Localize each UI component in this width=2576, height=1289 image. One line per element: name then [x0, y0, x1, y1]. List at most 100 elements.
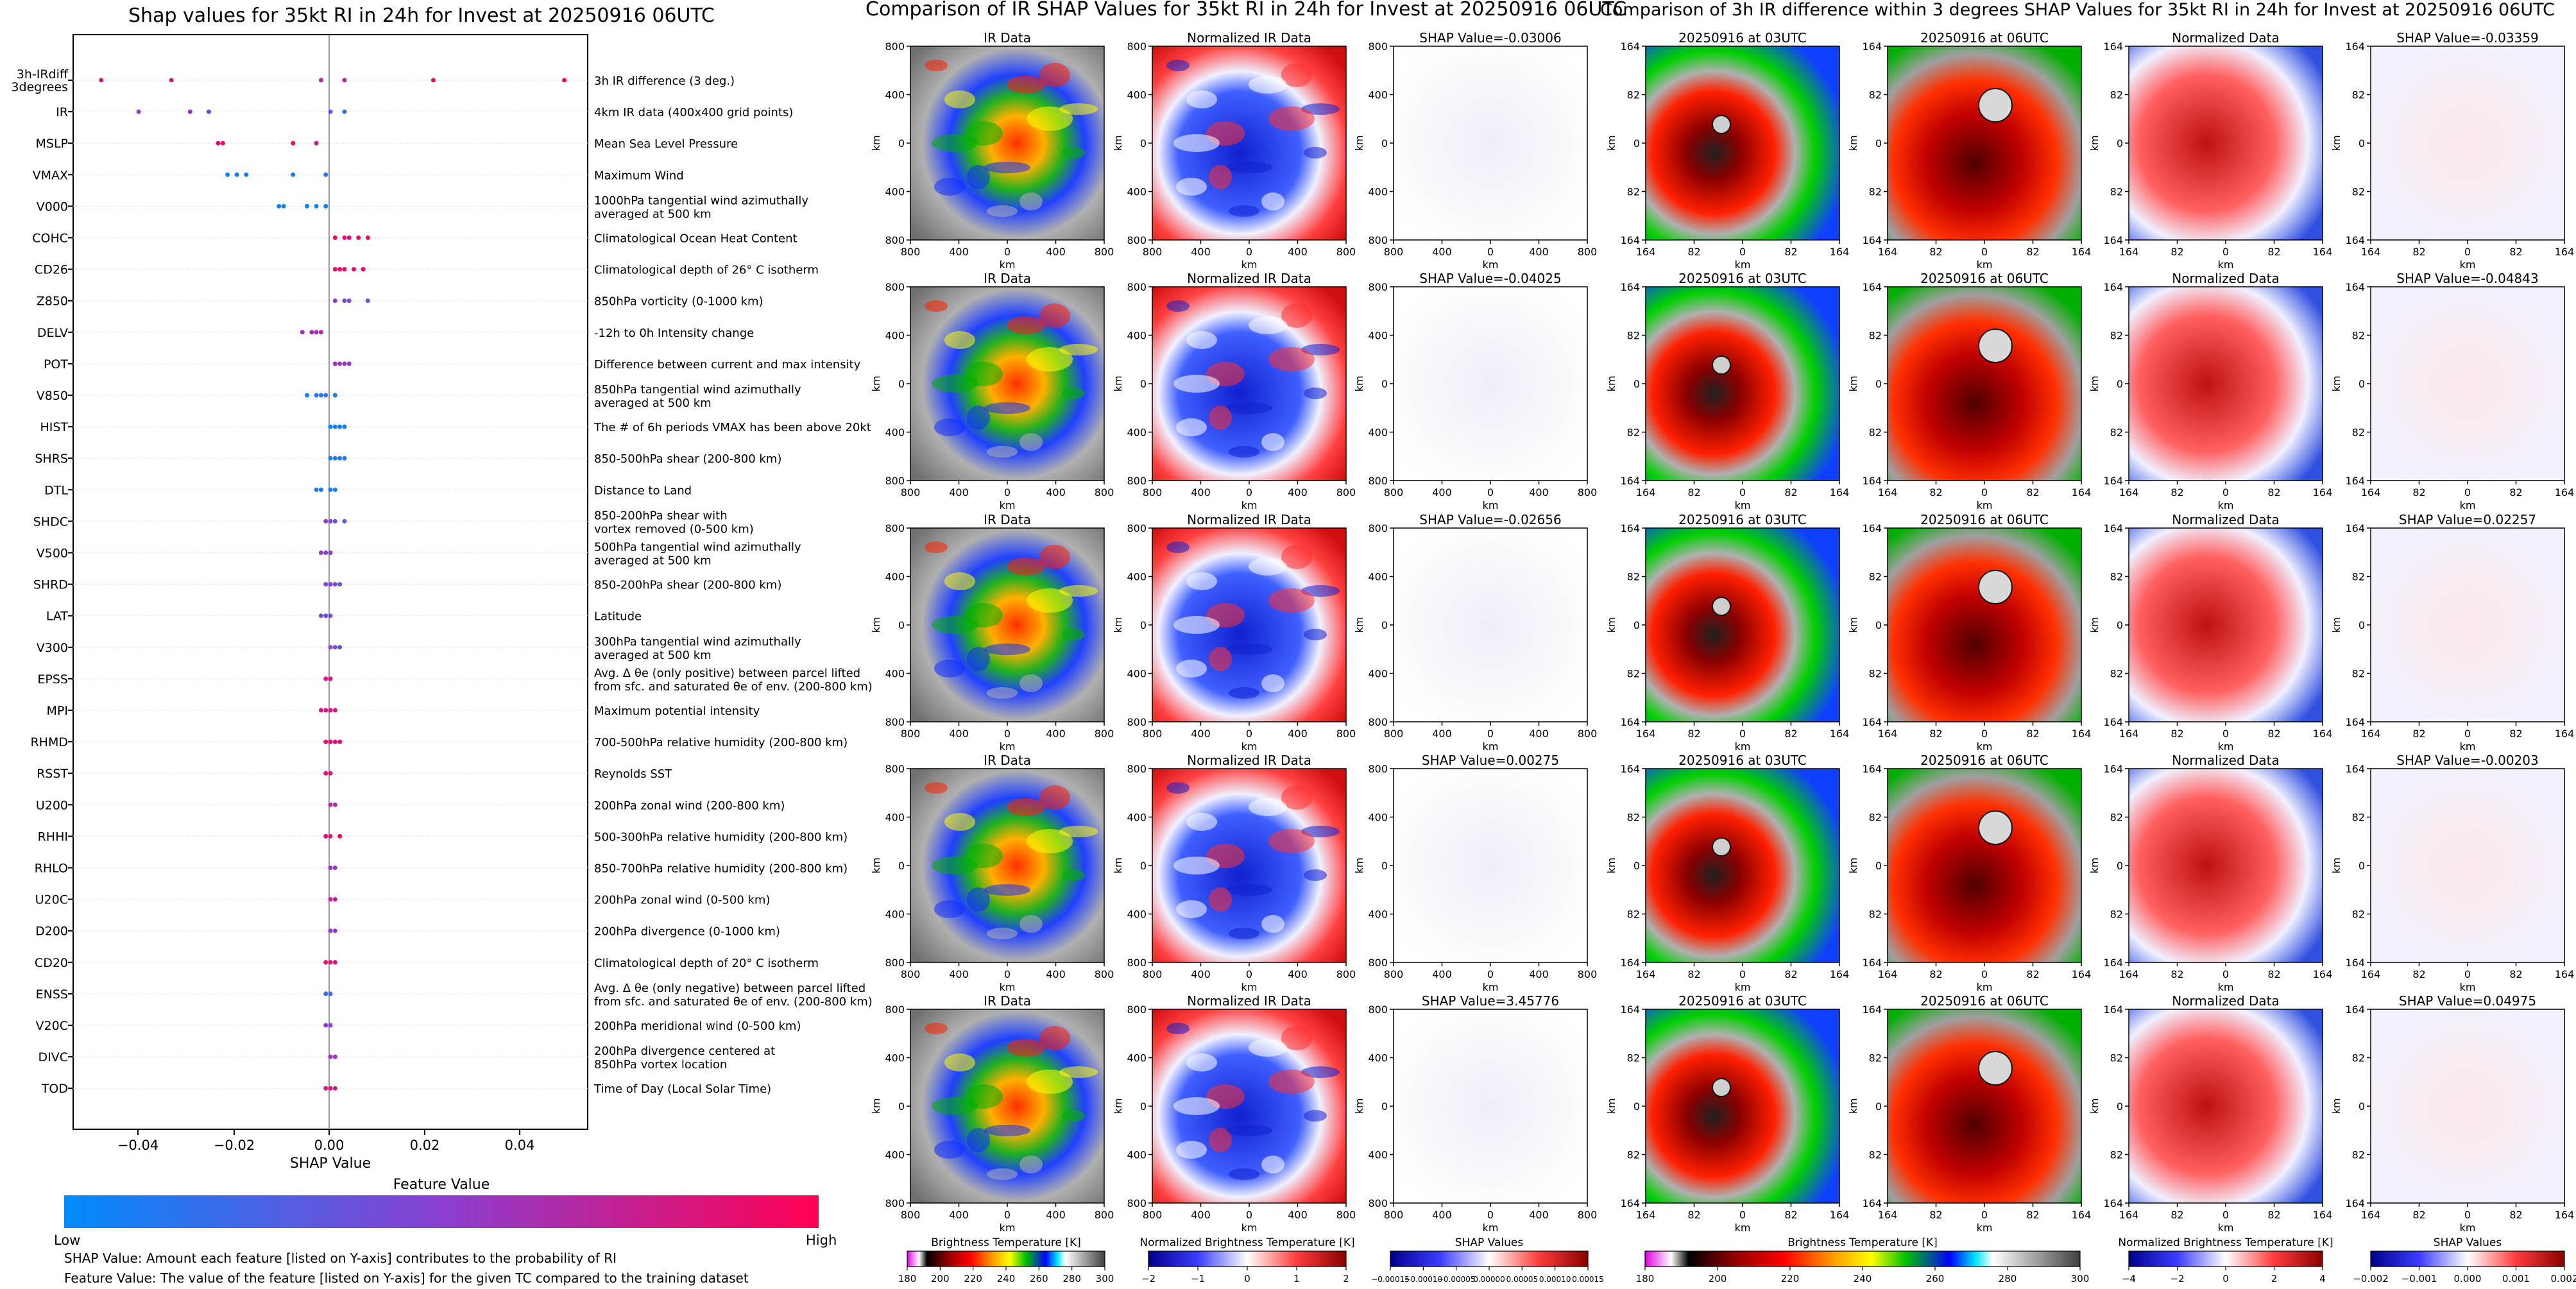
- x-tick-label: 400: [1432, 728, 1452, 740]
- feature-code-label: V300: [37, 641, 68, 655]
- dnorm-image: [2128, 286, 2323, 481]
- x-tick-label: 0: [1981, 1209, 1988, 1221]
- panel-title: IR Data: [984, 993, 1031, 1009]
- x-tick: 0.04: [505, 1129, 534, 1153]
- x-tick-label: 400: [1432, 1209, 1452, 1221]
- note-feature-value: Feature Value: The value of the feature …: [64, 1270, 749, 1286]
- shap-image: [1393, 768, 1588, 963]
- x-tick-label: 0.02: [410, 1138, 440, 1153]
- shap-point: [342, 518, 347, 524]
- x-tick-label: 400: [1432, 246, 1452, 258]
- y-tick-label: 82: [2110, 89, 2123, 101]
- colorbar-tick-label: 220: [964, 1273, 982, 1285]
- y-axis-label: km: [2330, 858, 2342, 874]
- cloud-texture: [1007, 558, 1045, 576]
- colorbar-label: Normalized Brightness Temperature [K]: [2118, 1236, 2333, 1249]
- y-tick-label: 800: [1127, 957, 1147, 969]
- cloud-texture: [925, 60, 948, 71]
- cloud-texture: [1229, 205, 1259, 217]
- y-axis-label: km: [1847, 1098, 1859, 1114]
- x-tick-label: 0: [1739, 246, 1746, 258]
- y-axis-label: km: [1353, 617, 1365, 633]
- feature-code-label: TOD: [41, 1082, 68, 1096]
- panel-title: SHAP Value=-0.02656: [1419, 512, 1561, 527]
- x-tick-label: 400: [1432, 486, 1452, 499]
- x-tick-label: 164: [2555, 728, 2575, 740]
- y-tick-label: 800: [1127, 281, 1147, 293]
- x-tick-label: 164: [1830, 728, 1850, 740]
- shap-point: [328, 771, 333, 776]
- x-tick-label: 82: [1929, 728, 1942, 740]
- panel-title: Normalized Data: [2172, 993, 2280, 1009]
- cloud-texture: [934, 1141, 965, 1159]
- feature-description: Reynolds SST: [594, 767, 672, 781]
- cloud-texture: [987, 446, 1018, 457]
- x-tick-label: 800: [901, 968, 921, 980]
- panel-title: Normalized Data: [2172, 512, 2280, 527]
- shap-point: [342, 267, 347, 272]
- panel-title: Normalized Data: [2172, 271, 2280, 286]
- colorbar: Normalized Brightness Temperature [K] −2 −…: [1139, 1236, 1354, 1285]
- d06-image: [1887, 768, 2082, 963]
- colorbar-tick-label: 300: [1096, 1273, 1114, 1285]
- cloud-texture: [1019, 1156, 1043, 1174]
- x-axis-label: km: [2218, 499, 2234, 511]
- shap-point: [342, 456, 347, 461]
- feature-row: VMAX Maximum Wind: [33, 168, 684, 182]
- colorbar-tick-label: 200: [931, 1273, 950, 1285]
- colorbar-tick-label: 200: [1709, 1273, 1727, 1285]
- shap-summary-panel: Shap values for 35kt RI in 24h for Inves…: [11, 4, 872, 1286]
- shap-point: [318, 393, 323, 398]
- y-tick-label: 82: [1869, 427, 1882, 439]
- y-tick-label: 164: [1862, 716, 1882, 728]
- d06-image: [1887, 46, 2082, 241]
- shap-point: [216, 141, 221, 146]
- shap-point: [342, 109, 347, 114]
- cloud-texture: [987, 1168, 1018, 1180]
- x-axis-label: km: [1241, 981, 1258, 993]
- panel-title: IR Data: [984, 753, 1031, 768]
- shap-point: [323, 393, 328, 398]
- cloud-texture: [925, 300, 948, 312]
- cloud-texture: [1304, 147, 1327, 158]
- x-tick-label: 400: [1529, 968, 1549, 980]
- shap-point: [169, 78, 174, 83]
- feature-row: V850 850hPa tangential wind azimuthally av…: [37, 383, 801, 410]
- y-tick-label: 400: [885, 89, 905, 101]
- y-axis-label: km: [870, 858, 882, 874]
- cloud-texture: [1226, 162, 1272, 173]
- colorbar-tick-label: −2: [1141, 1273, 1156, 1285]
- shap-image: [1393, 286, 1588, 481]
- cloud-texture: [1229, 687, 1259, 699]
- shap-point: [323, 833, 328, 839]
- x-tick-label: 400: [1529, 486, 1549, 499]
- colorbar-tick-label: 0.002: [2551, 1273, 2576, 1285]
- x-tick-label: 164: [2119, 968, 2139, 980]
- y-tick-label: 0: [1140, 860, 1147, 872]
- x-axis-label: km: [2460, 981, 2476, 993]
- feature-row: DELV -12h to 0h Intensity change: [37, 326, 754, 340]
- y-tick-label: 164: [1862, 957, 1882, 969]
- shap-point: [337, 582, 343, 587]
- y-tick-label: 0: [1140, 1100, 1147, 1113]
- y-tick-label: 800: [1368, 281, 1388, 293]
- cloud-texture: [1039, 63, 1070, 87]
- y-tick-label: 82: [2110, 1052, 2123, 1064]
- shap-point: [365, 235, 370, 240]
- y-tick-label: 0: [1633, 378, 1640, 390]
- shap-point: [332, 1086, 337, 1091]
- y-tick-label: 0: [2358, 860, 2365, 872]
- x-tick-label: 400: [1288, 486, 1308, 499]
- cloud-texture: [1186, 1054, 1217, 1071]
- x-tick-label: 0: [1487, 486, 1494, 499]
- y-tick-label: 82: [1869, 812, 1882, 824]
- x-tick-label: 800: [1143, 968, 1163, 980]
- cloud-texture: [932, 616, 978, 634]
- shap-x-axis: −0.04 −0.02 0.00 0.02 0.04 SHAP Value: [117, 1129, 534, 1172]
- cloud-texture: [1062, 147, 1085, 158]
- y-axis-label: km: [2088, 135, 2101, 151]
- shap-point: [328, 109, 333, 114]
